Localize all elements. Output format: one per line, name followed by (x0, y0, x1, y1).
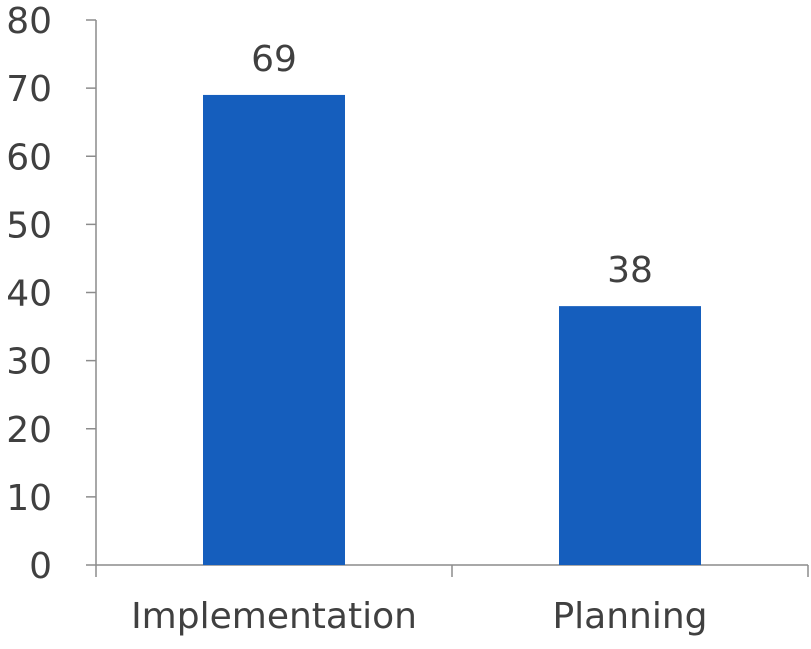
y-axis: 0 10 20 30 40 50 60 70 80 (6, 1, 97, 587)
bars (203, 94, 701, 565)
y-tick-label: 70 (6, 69, 52, 110)
y-tick-label: 50 (6, 205, 52, 246)
y-tick-label: 60 (6, 137, 52, 178)
data-labels: 69 38 (251, 39, 653, 291)
bar-planning (559, 306, 701, 565)
y-tick-label: 10 (6, 478, 52, 519)
x-axis: Implementation Planning (95, 564, 809, 637)
y-tick-label: 20 (6, 410, 52, 451)
y-tick-label: 40 (6, 274, 52, 315)
bar-implementation (203, 94, 345, 565)
data-label: 69 (251, 39, 297, 80)
x-category-label: Implementation (131, 596, 417, 637)
x-category-label: Planning (552, 596, 707, 637)
y-tick-label: 0 (29, 546, 52, 587)
data-label: 38 (607, 250, 653, 291)
y-tick-label: 80 (6, 1, 52, 42)
y-tick-label: 30 (6, 342, 52, 383)
